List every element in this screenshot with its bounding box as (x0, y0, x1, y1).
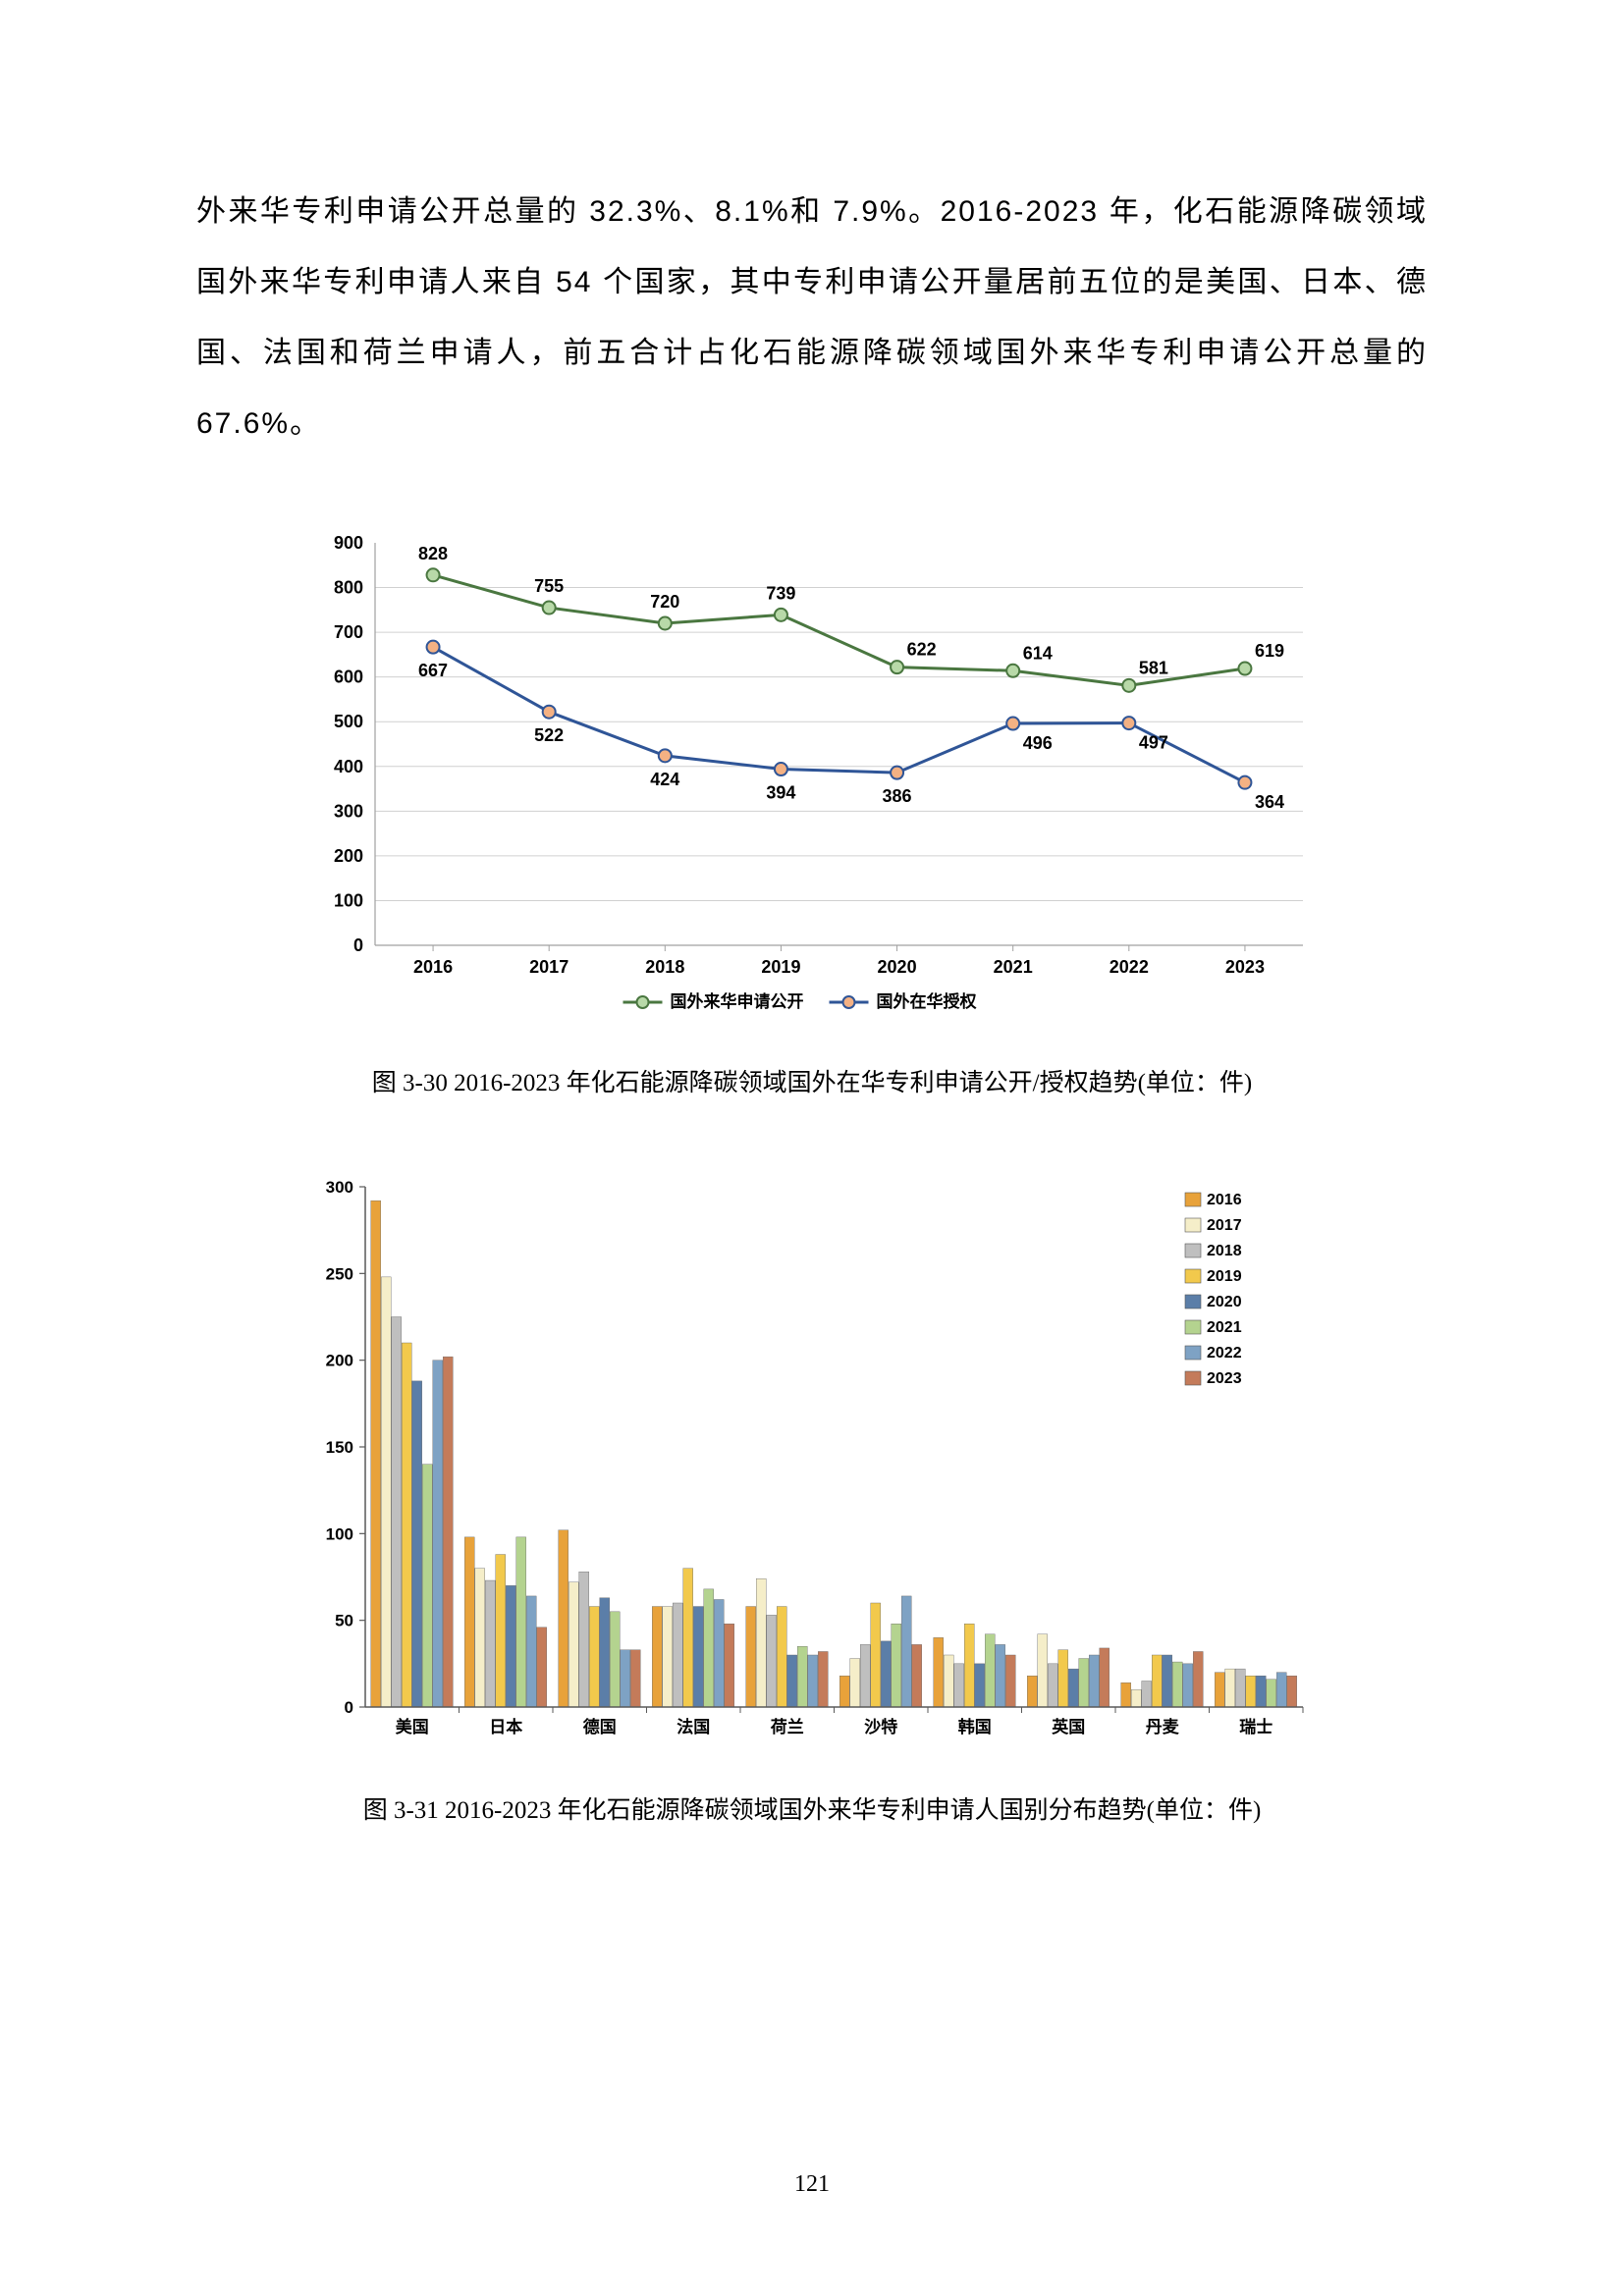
svg-text:国外来华申请公开: 国外来华申请公开 (671, 991, 804, 1011)
svg-text:0: 0 (345, 1698, 353, 1717)
svg-text:韩国: 韩国 (958, 1717, 992, 1736)
svg-text:德国: 德国 (583, 1717, 617, 1736)
svg-text:581: 581 (1139, 658, 1168, 677)
svg-text:50: 50 (335, 1612, 353, 1630)
svg-text:2019: 2019 (761, 957, 800, 977)
svg-text:日本: 日本 (489, 1717, 522, 1736)
line-chart-container: 0 100 200 300 400 500 600 700 800 900 2016 2017 2018… (196, 518, 1428, 1034)
bar-chart-container: 0 50 100 150 200 250 300 美国 日本 德国 法国 荷兰 沙特 韩国 英国 丹麦 瑞士 20… (196, 1167, 1428, 1761)
svg-text:386: 386 (883, 786, 912, 806)
svg-text:600: 600 (334, 667, 363, 687)
svg-text:400: 400 (334, 757, 363, 776)
svg-text:2018: 2018 (645, 957, 684, 977)
svg-text:荷兰: 荷兰 (771, 1717, 804, 1736)
svg-text:2016: 2016 (413, 957, 453, 977)
svg-text:424: 424 (650, 770, 679, 789)
svg-text:2019: 2019 (1207, 1268, 1242, 1285)
page-number: 121 (0, 2171, 1624, 2198)
svg-text:瑞士: 瑞士 (1239, 1717, 1272, 1736)
svg-text:755: 755 (534, 576, 564, 596)
svg-text:英国: 英国 (1052, 1717, 1085, 1736)
svg-text:900: 900 (334, 533, 363, 553)
svg-text:720: 720 (650, 592, 679, 612)
line-chart: 0 100 200 300 400 500 600 700 800 900 2016 2017 2018… (292, 518, 1332, 1029)
svg-text:300: 300 (334, 801, 363, 821)
svg-text:国外在华授权: 国外在华授权 (877, 991, 978, 1011)
svg-text:2022: 2022 (1110, 957, 1149, 977)
svg-text:丹麦: 丹麦 (1146, 1717, 1180, 1736)
svg-text:500: 500 (334, 712, 363, 731)
svg-text:2023: 2023 (1207, 1370, 1242, 1387)
svg-text:2017: 2017 (529, 957, 568, 977)
svg-text:800: 800 (334, 578, 363, 598)
svg-text:沙特: 沙特 (864, 1717, 897, 1736)
svg-text:2021: 2021 (1207, 1319, 1242, 1336)
caption-figure-3-31: 图 3-31 2016-2023 年化石能源降碳领域国外来华专利申请人国别分布趋… (196, 1790, 1428, 1826)
svg-text:2020: 2020 (878, 957, 917, 977)
svg-text:0: 0 (353, 935, 363, 955)
svg-text:200: 200 (334, 846, 363, 866)
svg-text:619: 619 (1255, 641, 1284, 661)
svg-text:法国: 法国 (677, 1717, 710, 1736)
svg-text:497: 497 (1139, 733, 1168, 753)
caption-figure-3-30: 图 3-30 2016-2023 年化石能源降碳领域国外在华专利申请公开/授权趋… (196, 1063, 1428, 1098)
svg-text:2020: 2020 (1207, 1294, 1242, 1310)
svg-text:250: 250 (326, 1264, 353, 1283)
svg-text:2023: 2023 (1225, 957, 1265, 977)
svg-text:667: 667 (418, 661, 448, 680)
svg-text:100: 100 (334, 890, 363, 910)
svg-text:739: 739 (766, 583, 795, 603)
svg-text:700: 700 (334, 622, 363, 642)
svg-text:2018: 2018 (1207, 1243, 1242, 1259)
svg-text:2021: 2021 (994, 957, 1033, 977)
svg-text:200: 200 (326, 1352, 353, 1370)
svg-text:2016: 2016 (1207, 1192, 1242, 1208)
svg-text:150: 150 (326, 1438, 353, 1457)
svg-text:622: 622 (907, 640, 937, 660)
svg-text:300: 300 (326, 1178, 353, 1197)
svg-text:394: 394 (766, 783, 795, 803)
svg-text:364: 364 (1255, 792, 1284, 812)
svg-text:496: 496 (1023, 733, 1053, 753)
svg-text:2017: 2017 (1207, 1217, 1242, 1234)
svg-text:美国: 美国 (396, 1717, 429, 1736)
grouped-bar-chart: 0 50 100 150 200 250 300 美国 日本 德国 法国 荷兰 沙特 韩国 英国 丹麦 瑞士 20… (292, 1167, 1332, 1756)
svg-text:2022: 2022 (1207, 1345, 1242, 1362)
svg-text:828: 828 (418, 544, 448, 563)
svg-text:522: 522 (534, 725, 564, 745)
svg-text:614: 614 (1023, 643, 1053, 663)
svg-text:100: 100 (326, 1524, 353, 1543)
body-paragraph: 外来华专利申请公开总量的 32.3%、8.1%和 7.9%。2016-2023 … (196, 177, 1428, 459)
